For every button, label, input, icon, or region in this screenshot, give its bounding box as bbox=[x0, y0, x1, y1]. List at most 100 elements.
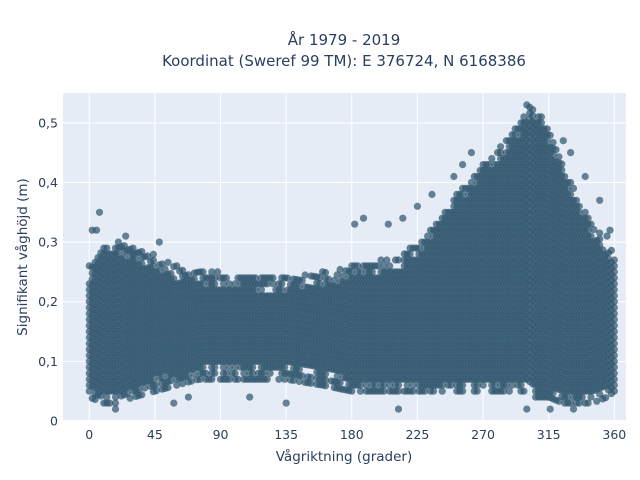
data-point bbox=[610, 256, 618, 264]
data-point bbox=[149, 250, 157, 258]
data-point bbox=[149, 256, 157, 264]
data-point bbox=[333, 271, 341, 279]
data-point bbox=[295, 365, 303, 374]
data-point bbox=[584, 214, 592, 222]
data-point bbox=[543, 137, 551, 145]
data-point bbox=[219, 363, 227, 371]
data-point bbox=[590, 226, 598, 234]
data-point bbox=[103, 393, 111, 401]
data-point bbox=[126, 394, 134, 402]
data-point bbox=[240, 369, 248, 377]
data-point-outlier bbox=[581, 172, 589, 181]
data-point bbox=[403, 381, 411, 389]
data-point bbox=[231, 280, 239, 288]
data-point bbox=[587, 232, 595, 240]
data-point bbox=[610, 262, 618, 270]
data-point bbox=[447, 381, 455, 389]
data-point bbox=[596, 235, 604, 243]
data-point-outlier bbox=[567, 149, 575, 157]
data-point bbox=[111, 399, 120, 407]
data-point bbox=[610, 304, 618, 312]
data-point-outlier bbox=[399, 214, 407, 222]
data-points bbox=[85, 101, 618, 413]
data-point bbox=[281, 363, 289, 371]
data-point bbox=[281, 375, 289, 383]
data-point bbox=[409, 387, 417, 395]
data-point bbox=[222, 274, 230, 282]
data-point bbox=[269, 280, 277, 288]
data-point bbox=[421, 387, 429, 395]
data-point bbox=[219, 280, 227, 288]
data-point bbox=[473, 381, 481, 389]
data-point-outlier bbox=[359, 214, 368, 222]
data-point bbox=[278, 286, 286, 294]
data-point bbox=[610, 375, 618, 383]
data-point bbox=[336, 379, 344, 387]
data-point bbox=[380, 262, 388, 270]
x-tick-label: 225 bbox=[405, 427, 429, 442]
data-point-outlier bbox=[282, 399, 290, 407]
y-tick-label: 0 bbox=[50, 414, 58, 429]
data-point bbox=[587, 393, 595, 401]
data-point bbox=[152, 387, 160, 395]
data-point bbox=[141, 384, 149, 392]
data-point bbox=[225, 375, 233, 383]
data-point bbox=[152, 381, 160, 389]
data-point-outlier bbox=[459, 161, 467, 169]
data-point bbox=[103, 244, 111, 252]
x-tick-label: 135 bbox=[274, 427, 298, 442]
data-point bbox=[356, 268, 365, 276]
data-point bbox=[225, 280, 233, 288]
data-point bbox=[497, 143, 505, 151]
data-point bbox=[537, 113, 546, 121]
data-point-outlier bbox=[428, 190, 436, 198]
data-point bbox=[295, 377, 303, 385]
data-point bbox=[307, 373, 315, 381]
data-point bbox=[499, 387, 508, 395]
data-point bbox=[324, 275, 333, 283]
data-point bbox=[529, 112, 537, 120]
data-point-outlier bbox=[596, 196, 604, 204]
data-point bbox=[459, 381, 467, 389]
data-point bbox=[208, 375, 216, 383]
data-point bbox=[537, 119, 546, 127]
data-point bbox=[497, 149, 505, 157]
data-point bbox=[298, 276, 306, 285]
data-point bbox=[610, 286, 618, 294]
data-point bbox=[295, 282, 303, 290]
data-point bbox=[179, 380, 187, 388]
data-point bbox=[301, 271, 309, 279]
data-point bbox=[584, 226, 592, 234]
data-point bbox=[610, 274, 618, 282]
data-point bbox=[374, 262, 382, 270]
data-point bbox=[356, 387, 365, 395]
data-point bbox=[211, 274, 219, 282]
x-tick-label: 90 bbox=[213, 427, 229, 442]
y-axis-ticks: 00,10,20,30,40,5 bbox=[38, 115, 58, 428]
data-point bbox=[321, 370, 330, 378]
data-point bbox=[354, 262, 362, 270]
data-point bbox=[467, 178, 475, 187]
data-point bbox=[164, 384, 172, 392]
data-point bbox=[187, 377, 195, 385]
data-point bbox=[610, 268, 618, 276]
data-point bbox=[184, 271, 192, 279]
data-point bbox=[505, 387, 513, 395]
data-point bbox=[581, 208, 589, 216]
data-point bbox=[438, 387, 446, 395]
data-point bbox=[249, 369, 257, 377]
data-point bbox=[438, 381, 446, 389]
data-point bbox=[251, 274, 260, 282]
data-point bbox=[488, 155, 496, 163]
data-point bbox=[567, 399, 575, 407]
data-point bbox=[558, 166, 566, 174]
data-point bbox=[517, 381, 525, 389]
y-tick-label: 0,1 bbox=[38, 354, 58, 369]
x-tick-label: 45 bbox=[147, 427, 163, 442]
data-point bbox=[330, 276, 338, 284]
data-point bbox=[380, 387, 388, 395]
x-axis-title: Vågriktning (grader) bbox=[276, 448, 413, 465]
data-point bbox=[491, 381, 499, 389]
data-point-outlier bbox=[95, 208, 104, 216]
